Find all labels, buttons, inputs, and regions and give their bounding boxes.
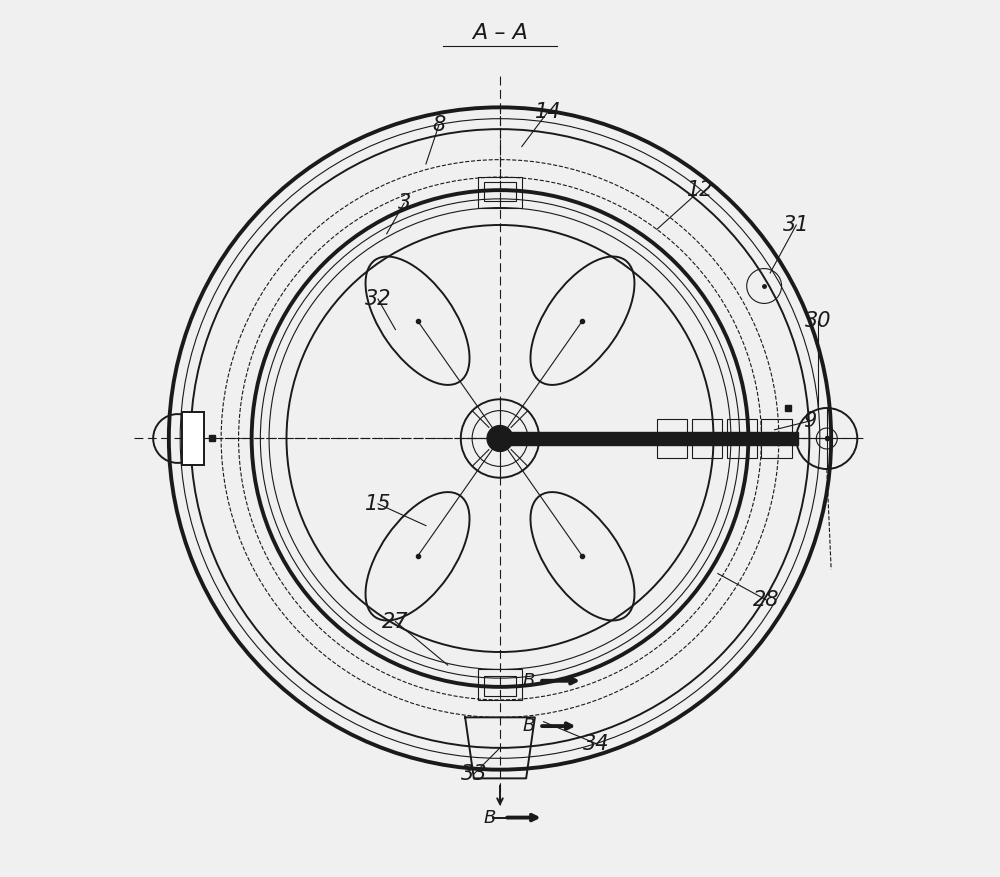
Bar <box>692 419 722 458</box>
Text: 33: 33 <box>461 764 487 784</box>
Bar <box>484 676 516 695</box>
Text: 12: 12 <box>687 180 714 200</box>
Text: 31: 31 <box>783 215 810 235</box>
Text: B: B <box>522 717 535 735</box>
Text: 3: 3 <box>398 193 411 213</box>
Text: 34: 34 <box>583 733 609 753</box>
Text: 32: 32 <box>365 289 391 309</box>
Bar <box>761 419 792 458</box>
Bar <box>478 177 522 208</box>
Text: 14: 14 <box>535 102 561 122</box>
Text: 28: 28 <box>753 589 779 610</box>
Text: 30: 30 <box>805 310 831 331</box>
Bar <box>182 412 204 465</box>
Bar <box>657 419 687 458</box>
Bar <box>478 669 522 700</box>
Text: 9: 9 <box>803 411 816 431</box>
Text: B: B <box>483 809 496 827</box>
Circle shape <box>487 425 513 452</box>
Bar <box>493 431 798 446</box>
Text: 15: 15 <box>365 494 391 514</box>
Bar <box>727 419 757 458</box>
Text: B: B <box>522 672 535 690</box>
Text: 27: 27 <box>382 611 409 631</box>
Text: 8: 8 <box>432 115 446 135</box>
Bar <box>484 182 516 202</box>
Text: A – A: A – A <box>472 24 528 43</box>
